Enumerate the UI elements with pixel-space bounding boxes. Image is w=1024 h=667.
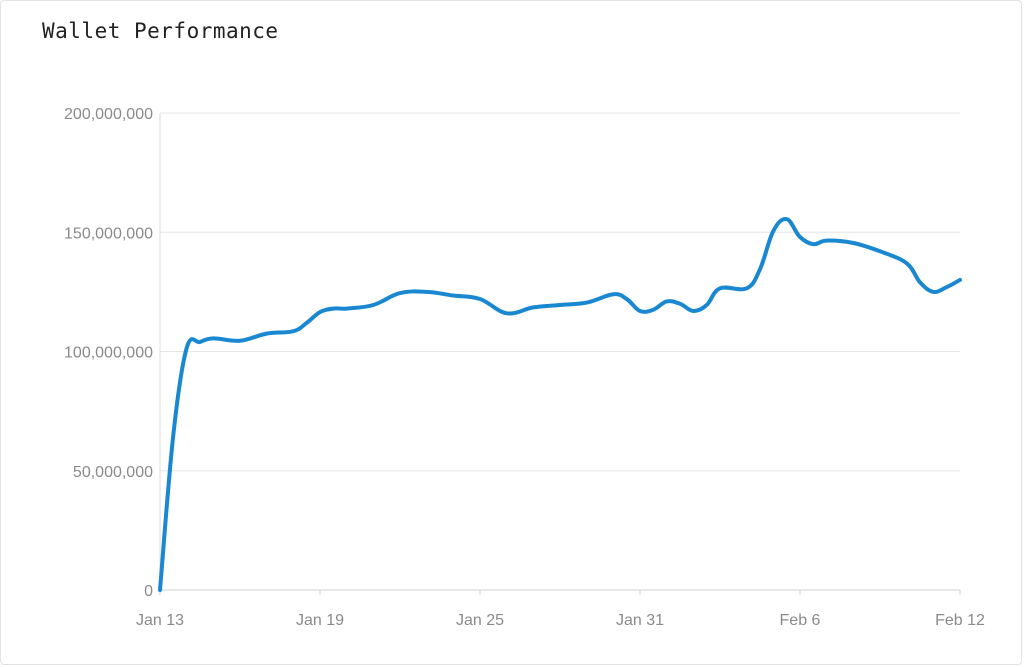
y-tick-label: 150,000,000 — [64, 225, 153, 242]
y-tick-label: 200,000,000 — [64, 106, 153, 123]
grid-lines — [160, 112, 960, 591]
x-tick-label: Jan 13 — [136, 612, 184, 629]
x-tick-label: Jan 19 — [296, 612, 344, 629]
x-tick-label: Feb 12 — [935, 612, 985, 629]
x-tick-label: Feb 6 — [780, 612, 821, 629]
y-tick-label: 50,000,000 — [73, 464, 153, 481]
x-tick-label: Jan 31 — [616, 612, 664, 629]
y-tick-label: 100,000,000 — [64, 345, 153, 362]
chart-title: Wallet Performance — [42, 19, 279, 43]
x-tick-label: Jan 25 — [456, 612, 504, 629]
series-line — [158, 216, 962, 592]
plot-area — [158, 216, 962, 592]
y-tick-label: 0 — [144, 583, 153, 600]
x-axis: Jan 13 Jan 19 Jan 25 Jan 31 Feb 6 Feb 12 — [136, 590, 985, 629]
y-axis: 0 50,000,000 100,000,000 150,000,000 200,000… — [64, 106, 161, 600]
